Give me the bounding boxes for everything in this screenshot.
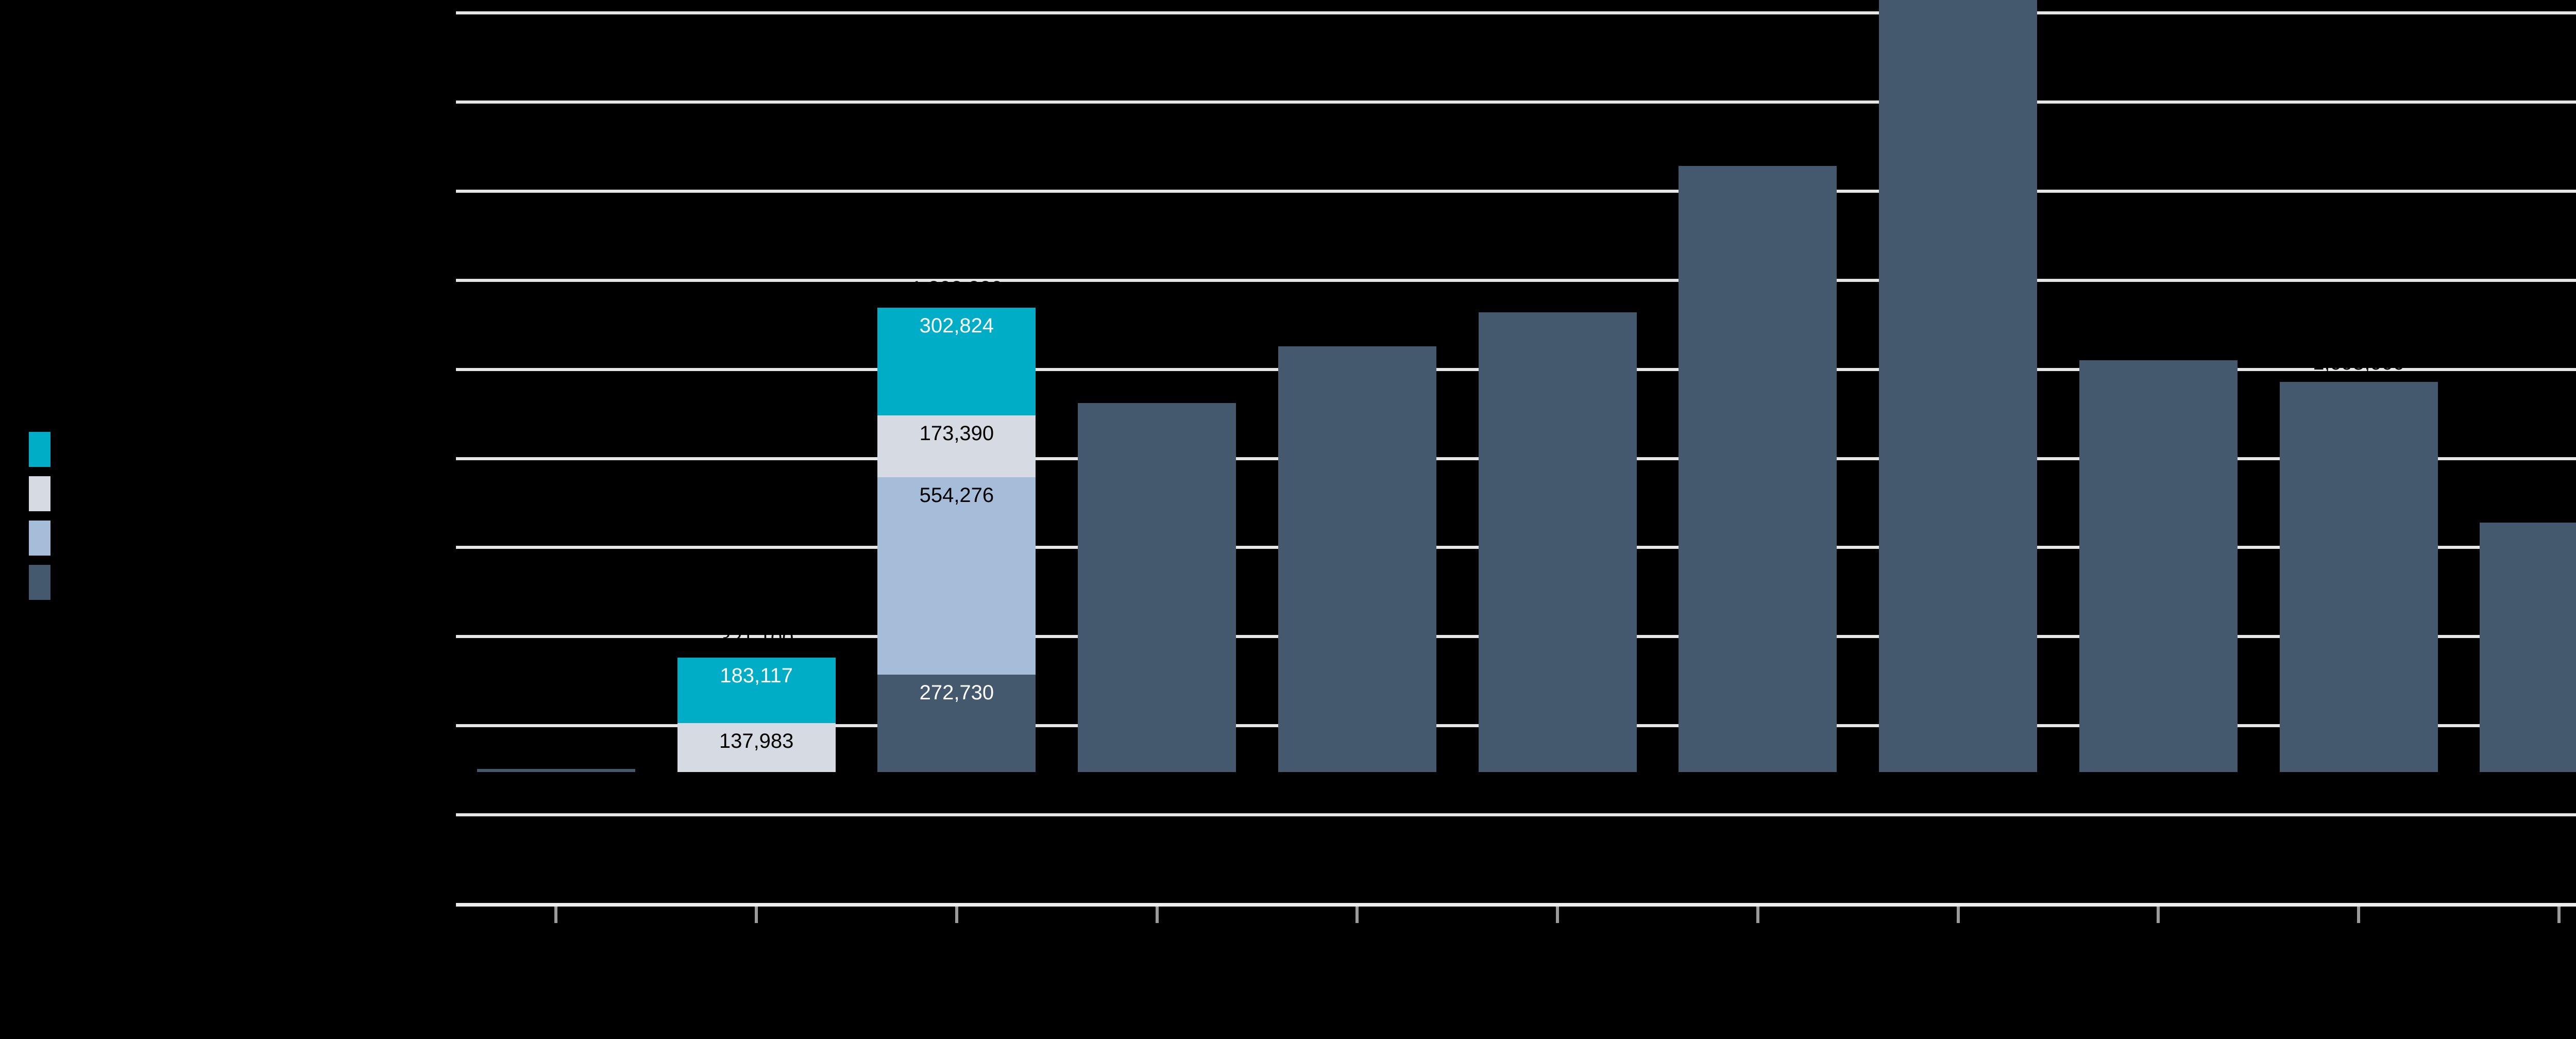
bar-segment[interactable] (1078, 403, 1236, 772)
bar-group[interactable]: 1,035,000 4 (1078, 373, 1236, 833)
legend-swatch-series-2 (29, 521, 50, 556)
x-axis-tickmark (1355, 907, 1359, 923)
bar-group[interactable]: 302,824 173,390 554,276 272,730 1,303,220 3 (877, 277, 1036, 833)
legend-label: Series 3 (68, 484, 132, 504)
legend-item[interactable]: Series 2 (29, 521, 451, 556)
bar-segment-label: 137,983 (719, 729, 794, 752)
bar-segment-label: 302,824 (919, 314, 994, 337)
gridline (456, 100, 2576, 104)
bar-segment[interactable]: 183,117 (677, 657, 836, 723)
bar-segment[interactable] (2279, 381, 2438, 772)
legend-item[interactable]: Series 3 (29, 476, 451, 511)
bar-group[interactable]: 1,195,000 5 (1278, 316, 1436, 833)
bar-total-label: 1,035,000 (1111, 373, 1203, 396)
y-axis-tick-label: 2,500,000 (365, 3, 443, 23)
x-axis-tickmark (2557, 907, 2561, 923)
x-axis-tickmark (1155, 907, 1159, 923)
y-axis-tick-labels: 0 250,000 500,000 750,000 1,000,000 1,250,000… (289, 0, 443, 914)
bar-segment-label: 272,730 (919, 681, 994, 705)
bar-group[interactable]: 700,000 11 (2480, 492, 2576, 833)
gridline (456, 813, 2576, 817)
bar-segment-label: 183,117 (720, 664, 793, 687)
x-axis-category-label: 11 (2550, 814, 2568, 833)
bar-segment[interactable]: 137,983 (677, 723, 836, 772)
bar-segment-label: 554,276 (919, 484, 994, 507)
y-axis-tick-label: 0 (433, 894, 443, 914)
bar-group[interactable]: 1,095,000 10 (2279, 351, 2438, 833)
bar-segment[interactable] (1278, 346, 1436, 772)
legend-swatch-series-1 (29, 565, 50, 600)
legend-item[interactable]: Series 1 (29, 565, 451, 600)
x-axis-category-label: 2 (751, 814, 761, 833)
bar-segment[interactable] (1679, 166, 1837, 772)
bar-group[interactable]: 1,700,000 7 (1679, 136, 1837, 833)
x-axis-tickmark (1556, 907, 1560, 923)
legend-swatch-series-3 (29, 476, 50, 511)
plot-area: 1 183,117 137,983 321,100 2 302,824 173,390 554… (456, 0, 2576, 923)
bar-group[interactable]: 2,290,0008 (1879, 0, 2038, 833)
chart-legend: Series 4 Series 3 Series 2 Series 1 (29, 432, 451, 609)
x-axis-category-label: 8 (1953, 814, 1963, 833)
bar-total-label: 1,155,000 (2112, 330, 2205, 353)
legend-label: Series 1 (68, 573, 132, 593)
x-axis-category-label: 1 (551, 814, 561, 833)
x-axis-category-label: 5 (1352, 814, 1362, 833)
x-axis-tickmark (955, 907, 958, 923)
bar-segment[interactable]: 173,390 (877, 415, 1036, 478)
x-axis-category-label: 10 (2349, 814, 2369, 833)
bar-segment-label: 173,390 (919, 422, 994, 445)
bar-segment[interactable]: 272,730 (877, 675, 1036, 772)
bar-total-label: 1,700,000 (1711, 136, 1804, 159)
x-axis-tickmark (1756, 907, 1759, 923)
x-axis-category-label: 4 (1152, 814, 1162, 833)
x-axis-category-label: 9 (2153, 814, 2163, 833)
y-axis-tick-label: 250,000 (380, 805, 443, 825)
x-axis-category-label: 6 (1552, 814, 1563, 833)
bar-total-label: 1,095,000 (2313, 351, 2405, 374)
x-axis-tickmark (2357, 907, 2361, 923)
gridline (456, 11, 2576, 14)
x-axis-tickmark (2157, 907, 2160, 923)
x-axis-tickmark (1956, 907, 1960, 923)
x-axis-line (456, 903, 2576, 907)
bar-segment[interactable] (1478, 312, 1637, 772)
legend-label: Series 2 (68, 529, 132, 548)
y-axis-tick-label: 500,000 (380, 716, 443, 736)
y-axis-tick-label: 2,250,000 (365, 92, 443, 112)
x-axis-category-label: 3 (952, 814, 962, 833)
bar-segment[interactable]: 302,824 (877, 307, 1036, 416)
bar-segment[interactable]: 554,276 (877, 477, 1036, 675)
y-axis-tick-label: 1,500,000 (365, 359, 443, 379)
gridline (456, 278, 2576, 282)
bar-total-label: 1,303,220 (910, 277, 1003, 300)
legend-label: Series 4 (68, 440, 132, 460)
bar-total-label: 700,000 (2521, 492, 2576, 515)
gridline (456, 189, 2576, 193)
x-axis-category-label: 7 (1753, 814, 1763, 833)
y-axis-tick-label: 1,000,000 (365, 538, 443, 558)
bar-total-label: 321,100 (719, 627, 794, 650)
bar-group[interactable]: 1,155,000 9 (2079, 330, 2238, 833)
x-axis-tickmark (755, 907, 758, 923)
bar-segment[interactable] (1879, 0, 2038, 772)
y-axis-tick-label: 750,000 (380, 627, 443, 647)
bar-segment[interactable] (477, 769, 635, 772)
bar-group[interactable]: 1 (477, 769, 635, 833)
y-axis-tick-label: 1,750,000 (365, 270, 443, 290)
y-axis-tick-label: 1,250,000 (365, 448, 443, 468)
bar-total-label: 1,195,000 (1311, 315, 1403, 339)
legend-item[interactable]: Series 4 (29, 432, 451, 467)
legend-swatch-series-4 (29, 432, 50, 467)
bar-group[interactable]: 1,290,000 6 (1478, 282, 1637, 833)
bar-segment[interactable] (2480, 522, 2576, 772)
bar-segment[interactable] (2079, 360, 2238, 772)
x-axis-tickmark (554, 907, 558, 923)
bar-group[interactable]: 183,117 137,983 321,100 2 (677, 627, 836, 833)
y-axis-tick-label: 2,000,000 (365, 181, 443, 201)
bar-total-label: 1,290,000 (1512, 281, 1604, 305)
